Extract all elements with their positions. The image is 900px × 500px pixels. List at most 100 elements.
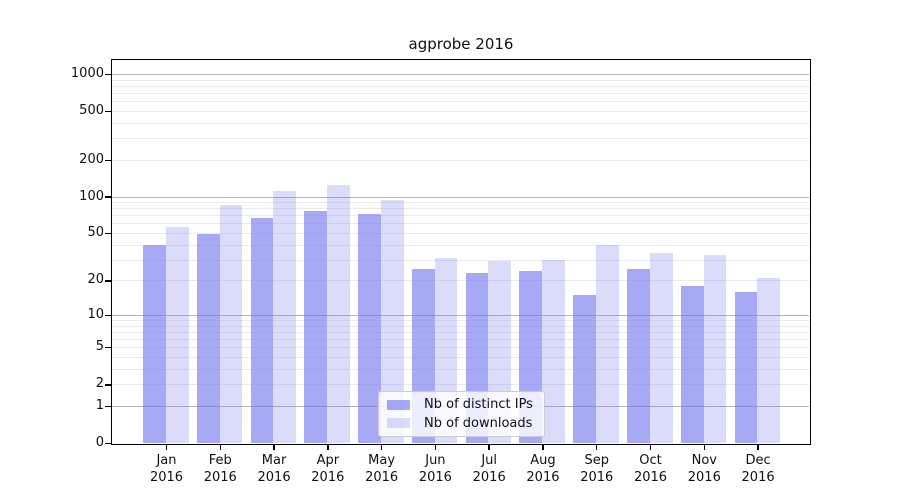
y-tick-mark bbox=[105, 280, 111, 282]
gridline-minor bbox=[112, 368, 809, 370]
x-tick-label: Mar 2016 bbox=[257, 453, 291, 485]
bar-downloads bbox=[327, 185, 350, 443]
bar-distinct-ips bbox=[573, 294, 597, 443]
gridline-minor bbox=[112, 331, 809, 333]
bar-distinct-ips bbox=[680, 285, 704, 443]
y-tick-label: 1000 bbox=[70, 66, 104, 81]
gridline-minor bbox=[112, 223, 809, 225]
x-tick-mark bbox=[327, 445, 329, 450]
gridline-minor bbox=[112, 101, 809, 103]
x-tick-mark bbox=[542, 445, 544, 450]
x-tick-mark bbox=[757, 445, 759, 450]
x-tick-label: Oct 2016 bbox=[633, 453, 668, 485]
bar-downloads bbox=[596, 244, 619, 443]
y-tick-mark bbox=[105, 110, 111, 113]
y-tick-label: 5 bbox=[95, 339, 104, 355]
bar-distinct-ips bbox=[196, 234, 220, 443]
y-tick-mark bbox=[105, 384, 111, 386]
x-tick-mark bbox=[219, 445, 221, 450]
y-tick-mark bbox=[105, 232, 111, 235]
bar-downloads bbox=[380, 200, 404, 443]
x-tick-label: Sep 2016 bbox=[580, 453, 614, 485]
gridline-minor bbox=[112, 232, 809, 234]
bar-downloads bbox=[273, 191, 297, 443]
chart-title: agprobe 2016 bbox=[408, 35, 514, 53]
x-tick-label: Apr 2016 bbox=[311, 453, 345, 485]
y-tick-mark bbox=[105, 347, 111, 349]
x-tick-mark bbox=[649, 445, 652, 450]
gridline-minor bbox=[112, 85, 809, 87]
legend-item-distinct-ips: Nb of distinct IPs bbox=[387, 397, 536, 412]
y-tick-label: 200 bbox=[79, 151, 104, 167]
bar-downloads bbox=[703, 254, 727, 443]
x-tick-label: Feb 2016 bbox=[203, 453, 237, 485]
bar-downloads bbox=[542, 259, 566, 443]
x-tick-label: Dec 2016 bbox=[741, 453, 775, 485]
x-tick-label: Aug 2016 bbox=[526, 453, 560, 485]
y-tick-label: 50 bbox=[87, 224, 104, 240]
x-tick-mark bbox=[434, 445, 437, 450]
bar-distinct-ips bbox=[627, 268, 650, 443]
gridline-major bbox=[112, 196, 809, 198]
legend-swatch-downloads bbox=[387, 418, 410, 429]
gridline-minor bbox=[112, 93, 809, 95]
y-tick-label: 2 bbox=[95, 376, 104, 392]
gridline-major bbox=[112, 314, 809, 316]
y-tick-label: 1 bbox=[95, 397, 104, 413]
bar-distinct-ips bbox=[304, 210, 328, 443]
gridline-major bbox=[112, 74, 809, 75]
bar-downloads bbox=[219, 205, 243, 443]
bar-distinct-ips bbox=[734, 291, 758, 443]
bar-downloads bbox=[649, 253, 673, 443]
legend-label-downloads: Nb of downloads bbox=[424, 415, 533, 431]
gridline-minor bbox=[112, 280, 809, 282]
gridline-minor bbox=[112, 384, 809, 386]
x-tick-mark bbox=[703, 445, 705, 450]
bar-downloads bbox=[165, 227, 189, 443]
y-tick-label: 100 bbox=[79, 188, 104, 204]
gridline-minor bbox=[112, 138, 809, 140]
x-tick-mark bbox=[488, 445, 490, 450]
y-tick-label: 0 bbox=[95, 435, 104, 450]
gridline-minor bbox=[112, 244, 809, 246]
x-tick-mark bbox=[165, 445, 168, 450]
bar-downloads bbox=[757, 277, 781, 443]
legend-swatch-distinct-ips bbox=[387, 399, 410, 410]
y-tick-label: 10 bbox=[87, 306, 104, 322]
gridline-minor bbox=[112, 259, 809, 261]
y-tick-mark bbox=[105, 405, 111, 408]
x-tick-label: Nov 2016 bbox=[687, 453, 721, 485]
y-tick-mark bbox=[105, 196, 111, 198]
gridline-minor bbox=[112, 325, 809, 327]
y-tick-label: 500 bbox=[79, 102, 104, 118]
gridline-minor bbox=[112, 159, 809, 161]
gridline-minor bbox=[112, 347, 809, 349]
gridline-minor bbox=[112, 122, 809, 124]
gridline-minor bbox=[112, 339, 809, 341]
x-tick-mark bbox=[596, 445, 598, 450]
legend-label-distinct-ips: Nb of distinct IPs bbox=[424, 397, 533, 413]
x-tick-mark bbox=[273, 445, 275, 450]
gridline-minor bbox=[112, 208, 809, 210]
plot-area: Nb of distinct IPs Nb of downloads bbox=[111, 59, 811, 445]
bar-distinct-ips bbox=[358, 213, 381, 443]
legend-item-downloads: Nb of downloads bbox=[387, 416, 536, 431]
y-tick-mark bbox=[105, 314, 111, 317]
y-tick-mark bbox=[105, 442, 111, 445]
x-tick-mark bbox=[380, 445, 383, 450]
gridline-minor bbox=[112, 202, 809, 204]
x-tick-label: Jan 2016 bbox=[149, 453, 184, 485]
bar-distinct-ips bbox=[250, 217, 274, 443]
gridline-minor bbox=[112, 110, 809, 112]
bar-distinct-ips bbox=[143, 244, 166, 443]
y-tick-mark bbox=[105, 159, 111, 161]
gridline-minor bbox=[112, 320, 809, 322]
y-tick-label: 20 bbox=[87, 272, 104, 288]
gridline-minor bbox=[112, 79, 809, 81]
y-tick-mark bbox=[105, 73, 111, 76]
gridline-minor bbox=[112, 215, 809, 217]
x-tick-label: May 2016 bbox=[365, 453, 399, 485]
x-tick-label: Jun 2016 bbox=[418, 453, 452, 485]
gridline-minor bbox=[112, 357, 809, 359]
